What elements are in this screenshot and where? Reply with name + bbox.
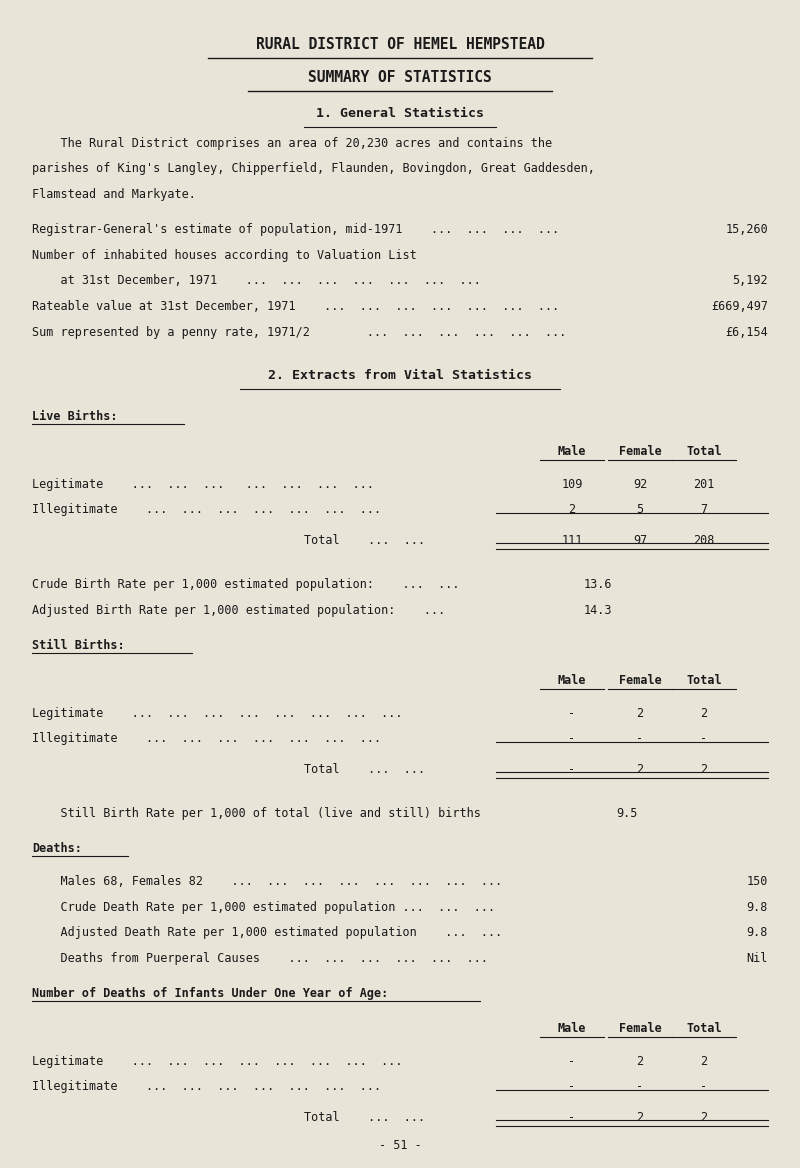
Text: Illegitimate    ...  ...  ...  ...  ...  ...  ...: Illegitimate ... ... ... ... ... ... ...: [32, 1080, 381, 1093]
Text: parishes of King's Langley, Chipperfield, Flaunden, Bovingdon, Great Gaddesden,: parishes of King's Langley, Chipperfield…: [32, 162, 595, 175]
Text: 13.6: 13.6: [584, 578, 613, 591]
Text: 92: 92: [633, 478, 647, 491]
Text: 111: 111: [562, 534, 582, 547]
Text: 9.5: 9.5: [616, 807, 638, 820]
Text: 9.8: 9.8: [746, 901, 768, 913]
Text: Total: Total: [686, 1022, 722, 1035]
Text: -: -: [569, 1080, 575, 1093]
Text: Illegitimate    ...  ...  ...  ...  ...  ...  ...: Illegitimate ... ... ... ... ... ... ...: [32, 732, 381, 745]
Text: 2: 2: [701, 707, 707, 719]
Text: Total    ...  ...: Total ... ...: [304, 1111, 425, 1124]
Text: 208: 208: [694, 534, 714, 547]
Text: 2: 2: [637, 1055, 643, 1068]
Text: Live Births:: Live Births:: [32, 410, 118, 423]
Text: Female: Female: [618, 1022, 662, 1035]
Text: 1. General Statistics: 1. General Statistics: [316, 107, 484, 120]
Text: Adjusted Death Rate per 1,000 estimated population    ...  ...: Adjusted Death Rate per 1,000 estimated …: [32, 926, 502, 939]
Text: -: -: [637, 1080, 643, 1093]
Text: 2: 2: [637, 763, 643, 776]
Text: at 31st December, 1971    ...  ...  ...  ...  ...  ...  ...: at 31st December, 1971 ... ... ... ... .…: [32, 274, 481, 287]
Text: Sum represented by a penny rate, 1971/2        ...  ...  ...  ...  ...  ...: Sum represented by a penny rate, 1971/2 …: [32, 326, 566, 339]
Text: 2: 2: [637, 1111, 643, 1124]
Text: 97: 97: [633, 534, 647, 547]
Text: Nil: Nil: [746, 952, 768, 965]
Text: 2: 2: [569, 503, 575, 516]
Text: Male: Male: [558, 445, 586, 458]
Text: Male: Male: [558, 1022, 586, 1035]
Text: Total: Total: [686, 445, 722, 458]
Text: 9.8: 9.8: [746, 926, 768, 939]
Text: RURAL DISTRICT OF HEMEL HEMPSTEAD: RURAL DISTRICT OF HEMEL HEMPSTEAD: [256, 37, 544, 53]
Text: -: -: [569, 1111, 575, 1124]
Text: 109: 109: [562, 478, 582, 491]
Text: Males 68, Females 82    ...  ...  ...  ...  ...  ...  ...  ...: Males 68, Females 82 ... ... ... ... ...…: [32, 875, 502, 888]
Text: Number of Deaths of Infants Under One Year of Age:: Number of Deaths of Infants Under One Ye…: [32, 987, 388, 1000]
Text: 7: 7: [701, 503, 707, 516]
Text: Legitimate    ...  ...  ...  ...  ...  ...  ...  ...: Legitimate ... ... ... ... ... ... ... .…: [32, 707, 402, 719]
Text: Rateable value at 31st December, 1971    ...  ...  ...  ...  ...  ...  ...: Rateable value at 31st December, 1971 ..…: [32, 300, 559, 313]
Text: -: -: [569, 1055, 575, 1068]
Text: Deaths:: Deaths:: [32, 842, 82, 855]
Text: Legitimate    ...  ...  ...  ...  ...  ...  ...  ...: Legitimate ... ... ... ... ... ... ... .…: [32, 1055, 402, 1068]
Text: Total: Total: [686, 674, 722, 687]
Text: The Rural District comprises an area of 20,230 acres and contains the: The Rural District comprises an area of …: [32, 137, 552, 150]
Text: Female: Female: [618, 674, 662, 687]
Text: Still Birth Rate per 1,000 of total (live and still) births: Still Birth Rate per 1,000 of total (liv…: [32, 807, 481, 820]
Text: -: -: [701, 732, 707, 745]
Text: 2. Extracts from Vital Statistics: 2. Extracts from Vital Statistics: [268, 369, 532, 382]
Text: Legitimate    ...  ...  ...   ...  ...  ...  ...: Legitimate ... ... ... ... ... ... ...: [32, 478, 374, 491]
Text: Illegitimate    ...  ...  ...  ...  ...  ...  ...: Illegitimate ... ... ... ... ... ... ...: [32, 503, 381, 516]
Text: 150: 150: [746, 875, 768, 888]
Text: Total    ...  ...: Total ... ...: [304, 763, 425, 776]
Text: 5,192: 5,192: [732, 274, 768, 287]
Text: 14.3: 14.3: [584, 604, 613, 617]
Text: 2: 2: [701, 1055, 707, 1068]
Text: Still Births:: Still Births:: [32, 639, 125, 652]
Text: -: -: [569, 732, 575, 745]
Text: 5: 5: [637, 503, 643, 516]
Text: -: -: [569, 763, 575, 776]
Text: 2: 2: [701, 763, 707, 776]
Text: -: -: [637, 732, 643, 745]
Text: Male: Male: [558, 674, 586, 687]
Text: -: -: [701, 1080, 707, 1093]
Text: £6,154: £6,154: [726, 326, 768, 339]
Text: Female: Female: [618, 445, 662, 458]
Text: Crude Death Rate per 1,000 estimated population ...  ...  ...: Crude Death Rate per 1,000 estimated pop…: [32, 901, 495, 913]
Text: 15,260: 15,260: [726, 223, 768, 236]
Text: -: -: [569, 707, 575, 719]
Text: Crude Birth Rate per 1,000 estimated population:    ...  ...: Crude Birth Rate per 1,000 estimated pop…: [32, 578, 459, 591]
Text: Number of inhabited houses according to Valuation List: Number of inhabited houses according to …: [32, 249, 417, 262]
Text: 2: 2: [637, 707, 643, 719]
Text: Total    ...  ...: Total ... ...: [304, 534, 425, 547]
Text: Flamstead and Markyate.: Flamstead and Markyate.: [32, 188, 196, 201]
Text: Adjusted Birth Rate per 1,000 estimated population:    ...: Adjusted Birth Rate per 1,000 estimated …: [32, 604, 446, 617]
Text: Deaths from Puerperal Causes    ...  ...  ...  ...  ...  ...: Deaths from Puerperal Causes ... ... ...…: [32, 952, 488, 965]
Text: SUMMARY OF STATISTICS: SUMMARY OF STATISTICS: [308, 70, 492, 85]
Text: £669,497: £669,497: [711, 300, 768, 313]
Text: - 51 -: - 51 -: [378, 1139, 422, 1152]
Text: 201: 201: [694, 478, 714, 491]
Text: 2: 2: [701, 1111, 707, 1124]
Text: Registrar-General's estimate of population, mid-1971    ...  ...  ...  ...: Registrar-General's estimate of populati…: [32, 223, 559, 236]
